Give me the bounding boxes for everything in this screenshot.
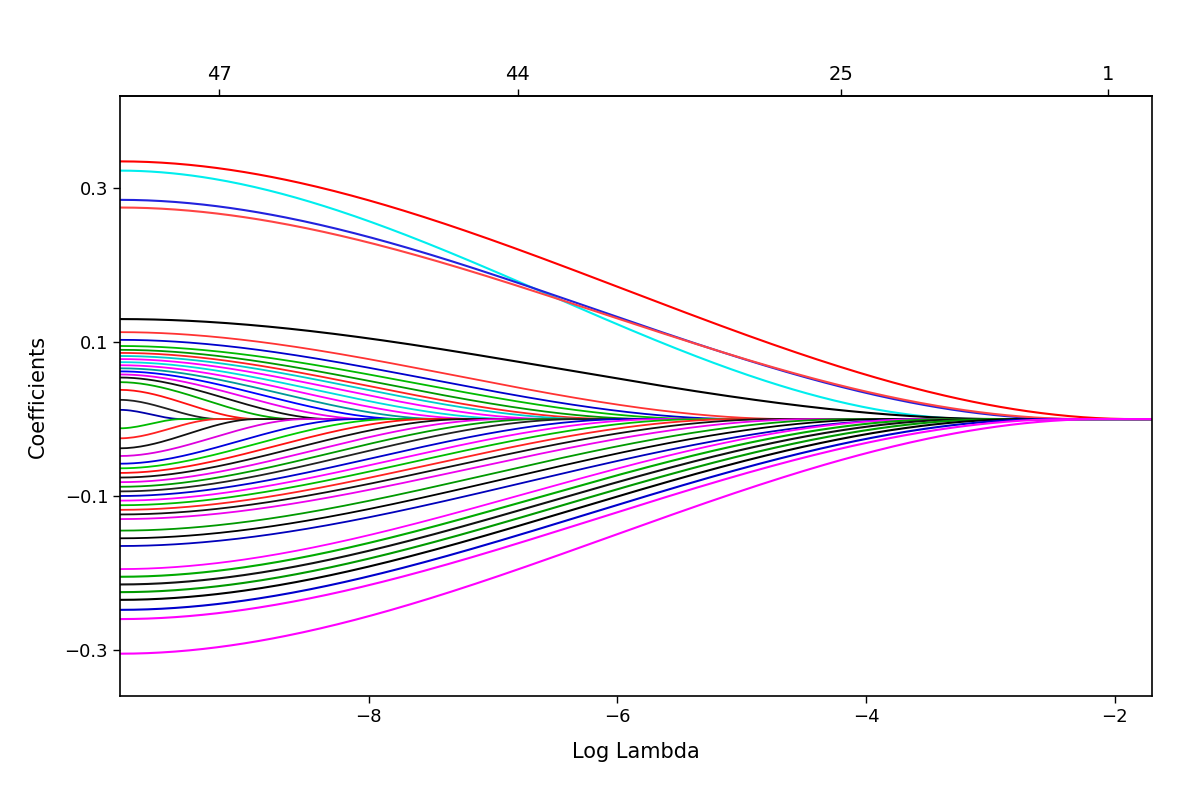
X-axis label: Log Lambda: Log Lambda: [572, 742, 700, 762]
Y-axis label: Coefficients: Coefficients: [28, 334, 48, 458]
